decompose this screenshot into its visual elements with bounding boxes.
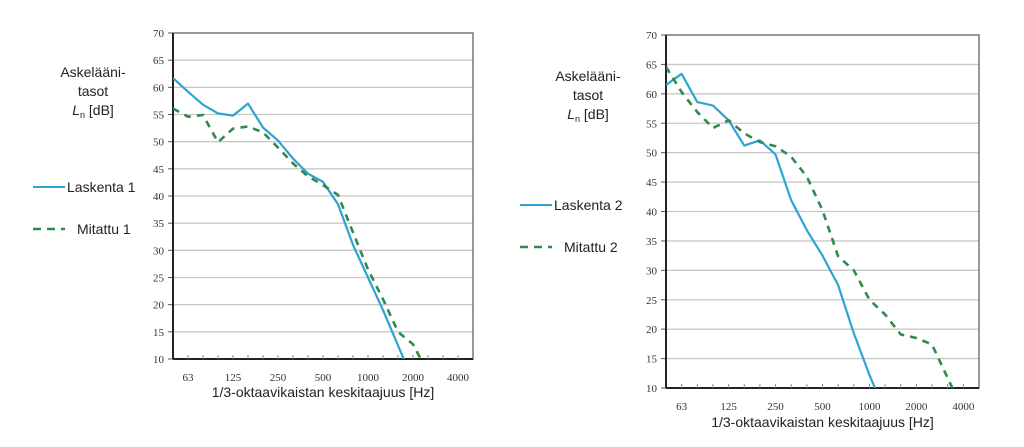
y-tick-label: 30 <box>646 265 658 277</box>
x-axis-label: 1/3-oktaavikaistan keskitaajuus [Hz] <box>212 384 435 400</box>
x-tick-label: 63 <box>676 401 688 413</box>
y-tick-label: 40 <box>153 191 165 203</box>
x-tick-label: 1000 <box>858 401 881 413</box>
series-line-mitattu-2 <box>666 66 954 388</box>
y-tick-label: 40 <box>646 207 658 219</box>
x-tick-label: 63 <box>183 372 195 384</box>
y-tick-label: 60 <box>153 82 165 94</box>
x-tick-label: 250 <box>270 372 287 384</box>
y-tick-label: 15 <box>646 354 658 366</box>
y-tick-label: 35 <box>646 236 658 248</box>
series-line-laskenta-2 <box>666 72 877 388</box>
legend-label: Laskenta 1 <box>67 179 136 195</box>
legend-label: Laskenta 2 <box>554 197 623 213</box>
y-axis-label: Askelääni-tasot Ln [dB] <box>555 68 621 124</box>
y-tick-label: 20 <box>646 324 658 336</box>
y-tick-label: 45 <box>646 177 658 189</box>
y-tick-label: 50 <box>153 137 165 149</box>
x-tick-label: 250 <box>767 401 784 413</box>
y-tick-label: 65 <box>153 55 165 67</box>
y-tick-label: 20 <box>153 300 165 312</box>
y-tick-label: 60 <box>646 89 658 101</box>
x-tick-label: 125 <box>225 372 242 384</box>
y-tick-label: 70 <box>153 28 165 40</box>
chart-1: 10 15 20 25 30 35 40 45 50 55 60 65 70 63 125 250 500 100… <box>33 28 474 400</box>
y-tick-label: 55 <box>646 118 658 130</box>
y-tick-label: 15 <box>153 327 165 339</box>
y-tick-label: 25 <box>153 273 165 285</box>
chart-2: 10 15 20 25 30 35 40 45 50 55 60 65 70 63 125 250 500 100… <box>520 30 980 430</box>
legend-label: Mitattu 2 <box>564 239 618 255</box>
x-tick-label: 1000 <box>357 372 380 384</box>
x-axis-label: 1/3-oktaavikaistan keskitaajuus [Hz] <box>711 414 934 430</box>
series-line-mitattu-1 <box>173 107 423 359</box>
x-tick-label: 2000 <box>402 372 425 384</box>
y-tick-label: 55 <box>153 110 165 122</box>
x-tick-label: 4000 <box>952 401 975 413</box>
y-axis-label: Askelääni-tasot Ln [dB] <box>60 64 126 120</box>
y-tick-label: 45 <box>153 164 165 176</box>
y-tick-label: 10 <box>646 383 658 395</box>
y-tick-label: 35 <box>153 218 165 230</box>
x-tick-label: 500 <box>814 401 831 413</box>
y-tick-label: 70 <box>646 30 658 42</box>
x-tick-label: 2000 <box>905 401 928 413</box>
x-tick-label: 500 <box>315 372 332 384</box>
x-tick-label: 4000 <box>447 372 470 384</box>
y-tick-label: 10 <box>153 354 165 366</box>
y-tick-label: 65 <box>646 59 658 71</box>
y-tick-label: 50 <box>646 148 658 160</box>
legend-label: Mitattu 1 <box>77 221 131 237</box>
y-tick-label: 25 <box>646 295 658 307</box>
series-line-laskenta-1 <box>173 77 405 359</box>
x-tick-label: 125 <box>720 401 737 413</box>
y-tick-label: 30 <box>153 245 165 257</box>
